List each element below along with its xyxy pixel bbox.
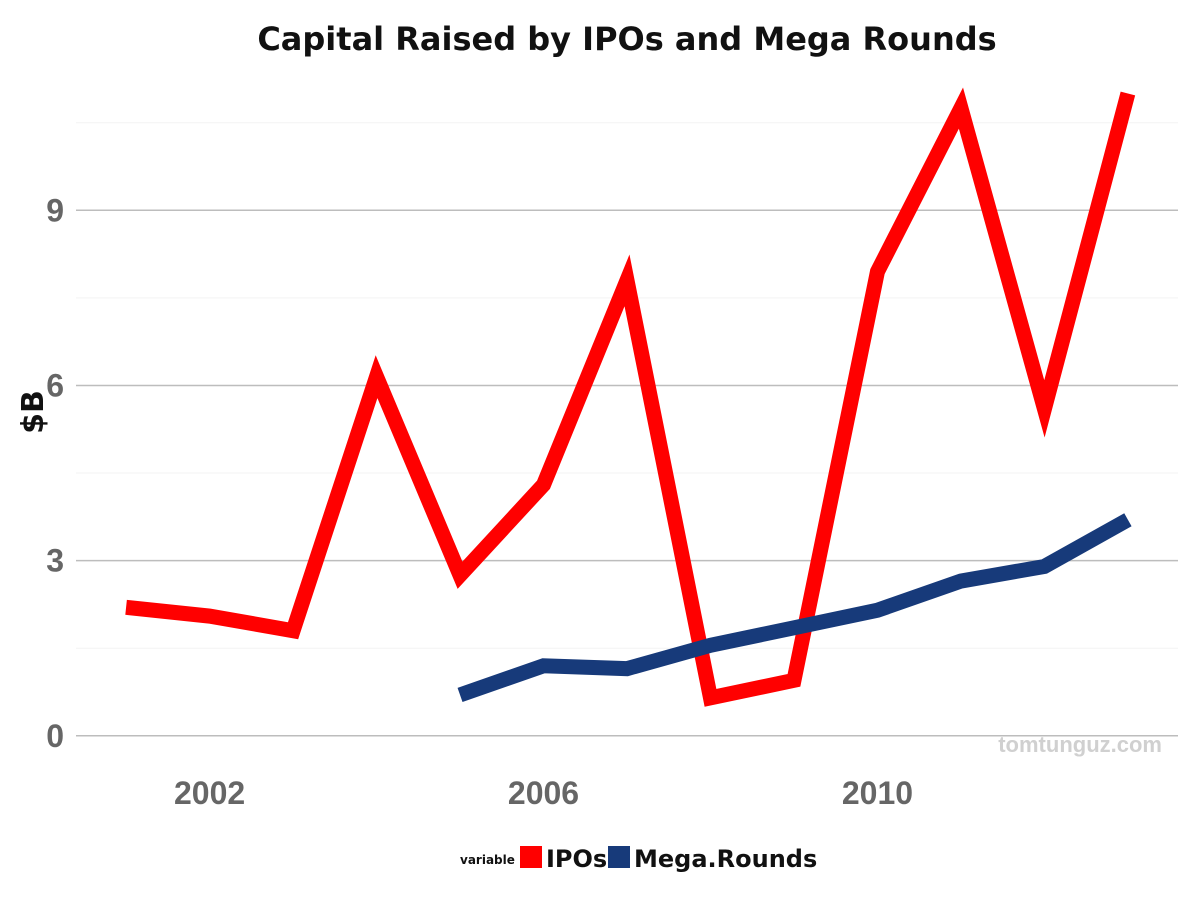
x-ticks-layer: 2002 2006 2010 [174, 775, 913, 811]
watermark: tomtunguz.com [998, 732, 1162, 757]
legend-label-mega-rounds: Mega.Rounds [634, 845, 817, 873]
series-layer [125, 87, 1136, 707]
x-tick-label: 2010 [842, 775, 913, 811]
y-ticks-layer: 0 3 6 9 [46, 192, 64, 754]
y-axis-label: $B [16, 390, 51, 434]
legend-title: variable [460, 853, 515, 867]
y-tick-label: 9 [46, 192, 64, 228]
legend-swatch-ipos [520, 846, 542, 868]
y-tick-label: 6 [46, 367, 64, 403]
y-tick-label: 3 [46, 543, 64, 579]
x-tick-label: 2002 [174, 775, 245, 811]
series-line-mega-rounds [457, 513, 1132, 703]
legend-swatch-mega-rounds [608, 846, 630, 868]
y-tick-label: 0 [46, 718, 64, 754]
legend-label-ipos: IPOs [546, 845, 607, 873]
chart-title: Capital Raised by IPOs and Mega Rounds [257, 20, 996, 58]
legend: variable IPOs Mega.Rounds [460, 845, 817, 873]
series-line-ipos [125, 87, 1136, 707]
x-tick-label: 2006 [508, 775, 579, 811]
